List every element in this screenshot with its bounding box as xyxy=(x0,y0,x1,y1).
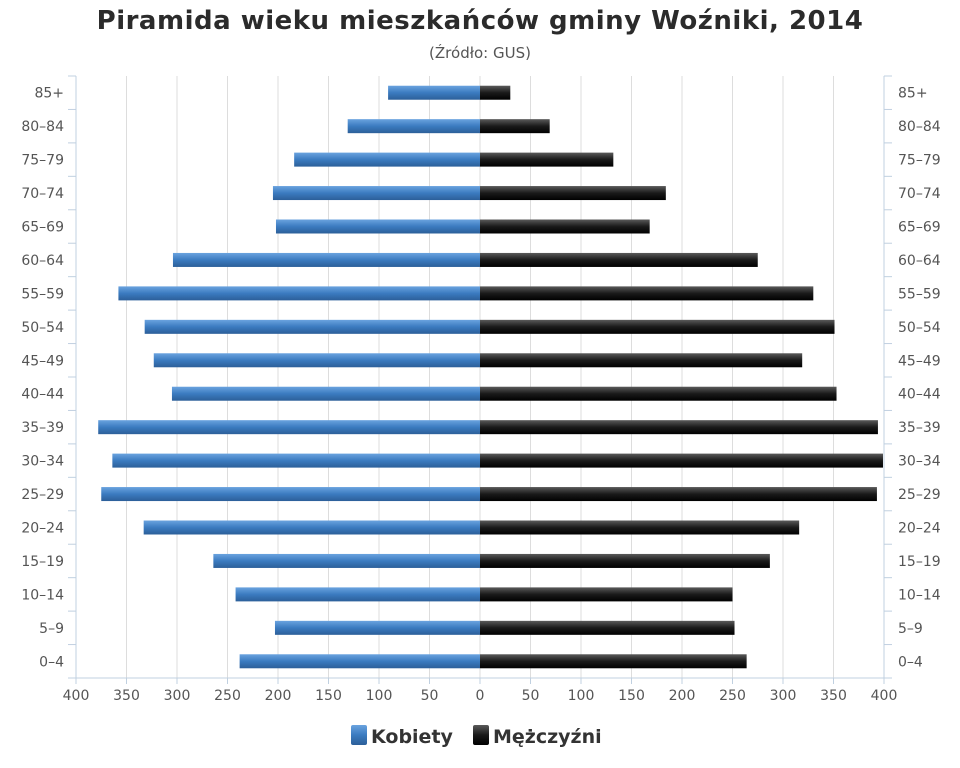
legend-label-mezczyzni[interactable]: Mężczyźni xyxy=(493,726,602,748)
x-tick-label: 250 xyxy=(719,688,746,704)
category-label-left: 20–24 xyxy=(21,521,64,537)
category-label-right: 80–84 xyxy=(898,119,941,135)
bar-mezczyzni[interactable] xyxy=(480,219,650,234)
bar-mezczyzni[interactable] xyxy=(480,620,735,635)
category-label-left: 55–59 xyxy=(21,286,64,302)
legend-label-kobiety[interactable]: Kobiety xyxy=(371,726,454,748)
bar-mezczyzni[interactable] xyxy=(480,587,733,602)
category-label-right: 30–34 xyxy=(898,454,941,470)
category-label-left: 10–14 xyxy=(21,587,64,603)
bar-mezczyzni[interactable] xyxy=(480,386,837,401)
bar-kobiety[interactable] xyxy=(347,119,480,134)
bar-mezczyzni[interactable] xyxy=(480,420,878,435)
category-label-right: 10–14 xyxy=(898,587,941,603)
bar-kobiety[interactable] xyxy=(118,286,481,301)
legend[interactable]: Kobiety Mężczyźni xyxy=(351,725,602,748)
category-label-left: 5–9 xyxy=(39,621,64,637)
category-label-right: 0–4 xyxy=(898,654,923,670)
bar-kobiety[interactable] xyxy=(144,319,480,334)
bar-kobiety[interactable] xyxy=(153,353,480,368)
category-label-left: 35–39 xyxy=(21,420,64,436)
x-tick-label: 200 xyxy=(265,688,292,704)
bar-mezczyzni[interactable] xyxy=(480,654,747,669)
bar-kobiety[interactable] xyxy=(98,420,480,435)
category-label-right: 85+ xyxy=(898,86,928,102)
bar-kobiety[interactable] xyxy=(213,553,481,568)
category-label-left: 65–69 xyxy=(21,220,64,236)
category-label-left: 50–54 xyxy=(21,320,64,336)
bar-mezczyzni[interactable] xyxy=(480,353,803,368)
category-label-right: 50–54 xyxy=(898,320,941,336)
x-tick-label: 100 xyxy=(568,688,595,704)
bar-mezczyzni[interactable] xyxy=(480,119,550,134)
bar-mezczyzni[interactable] xyxy=(480,520,800,535)
chart-title: Piramida wieku mieszkańców gminy Woźniki… xyxy=(96,6,864,36)
x-tick-label: 150 xyxy=(315,688,342,704)
category-label-left: 60–64 xyxy=(21,253,64,269)
bar-kobiety[interactable] xyxy=(275,219,480,234)
category-label-left: 75–79 xyxy=(21,153,64,169)
category-label-left: 40–44 xyxy=(21,387,64,403)
category-label-left: 80–84 xyxy=(21,119,64,135)
x-tick-label: 50 xyxy=(421,688,439,704)
category-label-right: 65–69 xyxy=(898,220,941,236)
x-tick-label: 0 xyxy=(476,688,485,704)
bar-mezczyzni[interactable] xyxy=(480,152,614,167)
bar-kobiety[interactable] xyxy=(235,587,480,602)
category-label-right: 35–39 xyxy=(898,420,941,436)
bar-mezczyzni[interactable] xyxy=(480,453,883,468)
x-tick-label: 50 xyxy=(522,688,540,704)
category-label-left: 45–49 xyxy=(21,353,64,369)
category-label-right: 75–79 xyxy=(898,153,941,169)
category-label-right: 20–24 xyxy=(898,521,941,537)
category-label-right: 25–29 xyxy=(898,487,941,503)
x-tick-label: 400 xyxy=(63,688,90,704)
bar-mezczyzni[interactable] xyxy=(480,252,758,267)
x-tick-label: 200 xyxy=(669,688,696,704)
x-tick-label: 250 xyxy=(214,688,241,704)
bar-kobiety[interactable] xyxy=(239,654,480,669)
category-label-left: 70–74 xyxy=(21,186,64,202)
x-tick-label: 300 xyxy=(164,688,191,704)
bar-mezczyzni[interactable] xyxy=(480,319,835,334)
category-label-right: 15–19 xyxy=(898,554,941,570)
x-tick-label: 300 xyxy=(770,688,797,704)
bar-kobiety[interactable] xyxy=(143,520,481,535)
bar-kobiety[interactable] xyxy=(388,85,480,100)
bar-mezczyzni[interactable] xyxy=(480,186,666,201)
category-label-left: 85+ xyxy=(34,86,64,102)
bar-kobiety[interactable] xyxy=(294,152,480,167)
bar-kobiety[interactable] xyxy=(172,252,480,267)
bars xyxy=(98,85,883,669)
x-tick-label: 350 xyxy=(113,688,140,704)
category-label-right: 45–49 xyxy=(898,353,941,369)
legend-swatch-kobiety[interactable] xyxy=(351,725,367,745)
bar-kobiety[interactable] xyxy=(112,453,481,468)
category-label-right: 5–9 xyxy=(898,621,923,637)
category-label-right: 55–59 xyxy=(898,286,941,302)
category-label-right: 70–74 xyxy=(898,186,941,202)
category-label-left: 15–19 xyxy=(21,554,64,570)
bar-mezczyzni[interactable] xyxy=(480,487,877,502)
bar-kobiety[interactable] xyxy=(272,186,480,201)
x-tick-label: 100 xyxy=(366,688,393,704)
bar-kobiety[interactable] xyxy=(171,386,480,401)
legend-swatch-mezczyzni[interactable] xyxy=(473,725,489,745)
category-label-left: 25–29 xyxy=(21,487,64,503)
x-tick-label: 400 xyxy=(871,688,898,704)
bar-mezczyzni[interactable] xyxy=(480,85,511,100)
x-tick-label: 350 xyxy=(820,688,847,704)
category-label-right: 60–64 xyxy=(898,253,941,269)
bar-kobiety[interactable] xyxy=(101,487,480,502)
bar-mezczyzni[interactable] xyxy=(480,553,770,568)
chart-subtitle: (Źródło: GUS) xyxy=(429,44,531,62)
category-label-left: 30–34 xyxy=(21,454,64,470)
axes: 85+ 85+ 80–84 80–84 75–79 75–79 70–74 70–74 65–6… xyxy=(21,75,941,704)
category-label-left: 0–4 xyxy=(39,654,64,670)
bar-kobiety[interactable] xyxy=(274,620,480,635)
bar-mezczyzni[interactable] xyxy=(480,286,814,301)
x-tick-label: 150 xyxy=(618,688,645,704)
category-label-right: 40–44 xyxy=(898,387,941,403)
